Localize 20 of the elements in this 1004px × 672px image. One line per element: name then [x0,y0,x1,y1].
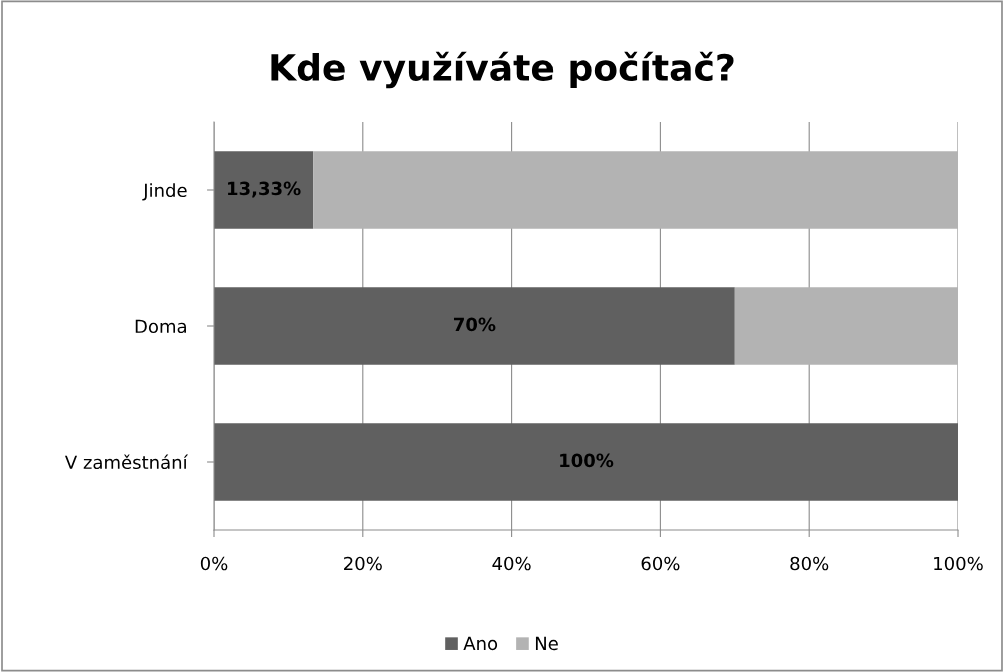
bar [214,287,735,365]
bar [214,151,314,229]
x-tick-label: 20% [344,556,382,571]
data-label: 70% [454,317,496,332]
legend-label: Ano [463,636,498,651]
data-label: 13,33% [228,181,301,198]
data-label: 100% [560,453,614,468]
x-tick-label: 60% [641,556,680,571]
x-tick-label: 80% [790,556,829,571]
bar [313,151,958,229]
y-tick-label: Jinde [142,183,187,201]
chart-title: Kde využíváte počítač? [271,51,734,89]
x-tick-label: 40% [492,556,531,571]
x-tick-label: 0% [200,556,228,571]
y-tick-label: Doma [135,319,186,334]
legend-label: Ne [535,636,558,651]
y-tick-label: V zaměstnání [64,454,189,470]
bar [734,287,958,365]
bar [214,423,958,501]
x-tick-label: 100% [934,556,983,571]
